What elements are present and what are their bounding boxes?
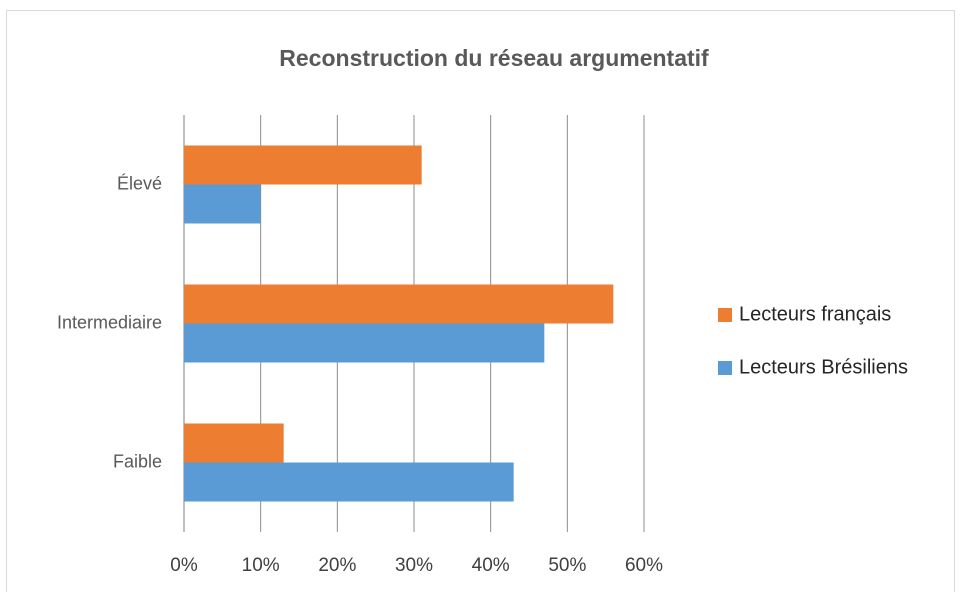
legend-swatch	[718, 361, 732, 375]
x-tick-label: 40%	[472, 555, 510, 576]
x-tick-label: 30%	[395, 555, 433, 576]
y-tick-label: Élevé	[117, 173, 162, 193]
bar	[184, 284, 614, 324]
bar	[184, 145, 422, 185]
y-tick-label: Faible	[113, 451, 162, 471]
bar	[184, 423, 284, 463]
legend-label: Lecteurs Brésiliens	[739, 356, 908, 378]
bar	[184, 323, 545, 363]
y-tick-label: Intermediaire	[57, 312, 162, 332]
x-tick-label: 10%	[242, 555, 280, 576]
x-tick-label: 20%	[318, 555, 356, 576]
x-tick-label: 0%	[170, 555, 198, 576]
bar	[184, 184, 261, 224]
x-tick-label: 50%	[548, 555, 586, 576]
bar	[184, 462, 514, 502]
legend-swatch	[718, 308, 732, 322]
x-tick-label: 60%	[625, 555, 663, 576]
chart-title: Reconstruction du réseau argumentatif	[279, 45, 709, 71]
legend-label: Lecteurs français	[739, 303, 891, 325]
